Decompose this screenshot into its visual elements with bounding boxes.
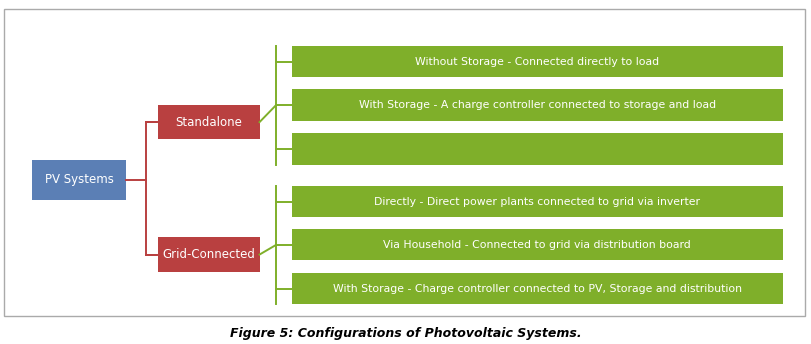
Text: With Storage - Charge controller connected to PV, Storage and distribution: With Storage - Charge controller connect… xyxy=(333,283,742,294)
FancyBboxPatch shape xyxy=(292,133,783,165)
FancyBboxPatch shape xyxy=(292,186,783,217)
FancyBboxPatch shape xyxy=(292,273,783,304)
FancyBboxPatch shape xyxy=(158,237,260,272)
FancyBboxPatch shape xyxy=(292,229,783,260)
Text: With Storage - A charge controller connected to storage and load: With Storage - A charge controller conne… xyxy=(358,100,716,110)
Text: PV Systems: PV Systems xyxy=(45,173,114,186)
FancyBboxPatch shape xyxy=(158,105,260,139)
Text: Standalone: Standalone xyxy=(175,116,242,129)
Text: Via Household - Connected to grid via distribution board: Via Household - Connected to grid via di… xyxy=(384,239,691,250)
Text: Without Storage - Connected directly to load: Without Storage - Connected directly to … xyxy=(415,56,659,67)
FancyBboxPatch shape xyxy=(292,89,783,121)
FancyBboxPatch shape xyxy=(292,46,783,77)
Text: Grid-Connected: Grid-Connected xyxy=(162,248,255,261)
Text: Directly - Direct power plants connected to grid via inverter: Directly - Direct power plants connected… xyxy=(375,196,700,207)
Text: Figure 5: Configurations of Photovoltaic Systems.: Figure 5: Configurations of Photovoltaic… xyxy=(230,327,581,340)
FancyBboxPatch shape xyxy=(32,160,126,200)
